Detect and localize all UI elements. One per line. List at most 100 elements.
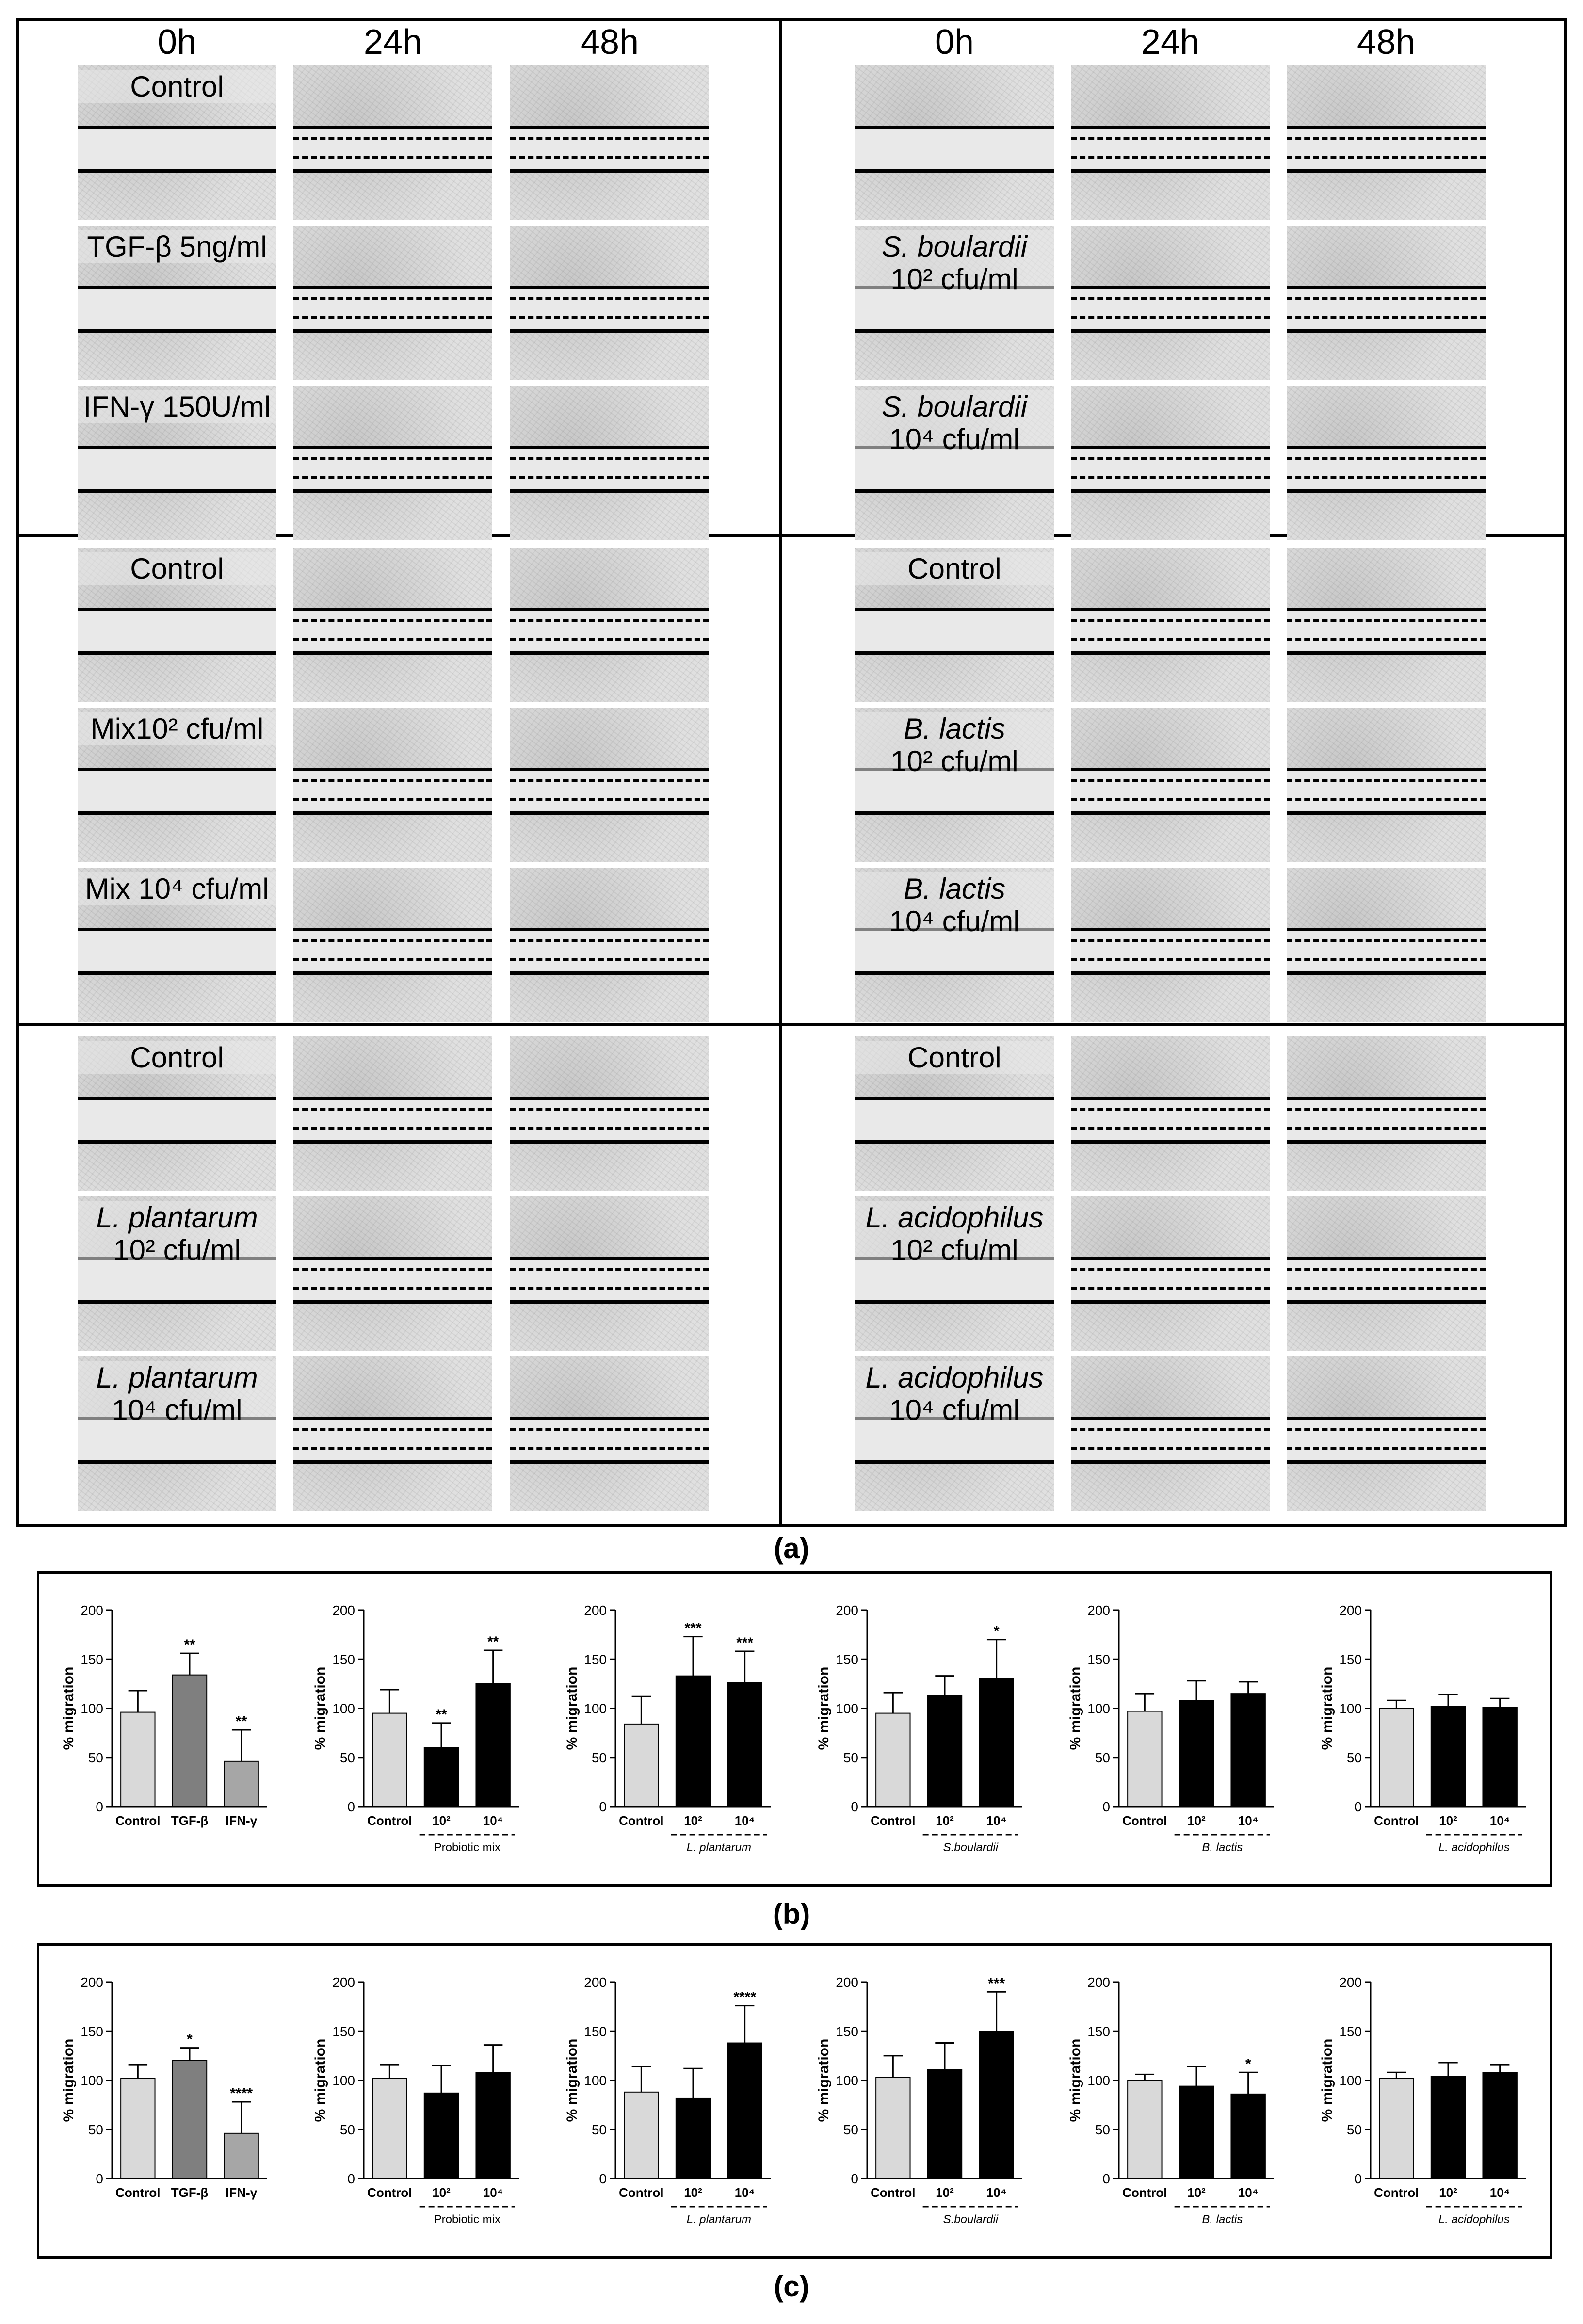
micrograph-cell	[1287, 226, 1486, 380]
y-tick-label: 50	[592, 1750, 607, 1765]
wound-edge-line	[510, 489, 709, 493]
wound-edge-line	[78, 768, 276, 771]
wound-edge-line	[293, 1417, 492, 1420]
time-header-48h: 48h	[1357, 23, 1416, 62]
wound-edge-line	[1287, 1097, 1486, 1100]
micrograph-cell	[293, 226, 492, 380]
migration-front-line	[1071, 156, 1270, 159]
wound-edge-line	[510, 1417, 709, 1420]
micrograph-cell	[510, 1196, 709, 1351]
bar	[1430, 1706, 1466, 1808]
migration-front-line	[1071, 619, 1270, 622]
wound-edge-line	[855, 169, 1054, 173]
y-axis-label: % migration	[1067, 1667, 1083, 1750]
significance-label: ***	[684, 1620, 701, 1636]
migration-front-line	[293, 958, 492, 961]
y-tick-label: 100	[584, 2073, 607, 2088]
scratch-gap	[1071, 448, 1270, 491]
category-label: Control	[1122, 2185, 1167, 2200]
y-tick-label: 50	[88, 2122, 103, 2137]
migration-front-line	[293, 1127, 492, 1130]
y-tick-label: 200	[1087, 1603, 1110, 1618]
migration-front-line	[510, 297, 709, 300]
wound-edge-line	[78, 608, 276, 611]
y-tick-label: 0	[599, 2171, 607, 2186]
wound-edge-line	[78, 489, 276, 493]
scratch-gap	[1287, 930, 1486, 973]
micrograph-cell	[293, 1036, 492, 1191]
category-label: TGF-β	[171, 2185, 209, 2200]
migration-front-line	[1287, 156, 1486, 159]
category-label: TGF-β	[171, 1813, 209, 1828]
migration-front-line	[1287, 1428, 1486, 1431]
scratch-gap	[855, 610, 1054, 653]
micrograph-cell	[1071, 226, 1270, 380]
wound-edge-line	[855, 971, 1054, 975]
y-tick-label: 150	[836, 1652, 858, 1667]
group-label: Probiotic mix	[434, 2213, 501, 2226]
migration-front-line	[510, 1127, 709, 1130]
scratch-gap	[1071, 1419, 1270, 1462]
panel-divider-row2	[19, 1023, 1564, 1026]
condition-label: IFN-γ 150U/ml	[78, 390, 276, 423]
migration-front-line	[510, 798, 709, 801]
y-tick-label: 200	[81, 1603, 103, 1618]
micrograph-cell	[1287, 1036, 1486, 1191]
migration-front-line	[293, 297, 492, 300]
scratch-gap	[1287, 1419, 1486, 1462]
micrograph-cell	[1287, 708, 1486, 862]
bar	[875, 2077, 911, 2179]
bar-chart-c-4: 0 50 100 150 200 % migration Control 10² *** 10⁴ S…	[816, 1975, 1022, 2226]
bar	[1230, 2093, 1266, 2179]
scratch-gap	[510, 128, 709, 171]
micrograph-cell	[510, 65, 709, 220]
bar	[120, 2078, 156, 2179]
wound-edge-line	[1071, 768, 1270, 771]
wound-edge-line	[1071, 1257, 1270, 1260]
scratch-gap	[1287, 1259, 1486, 1302]
micrograph-cell	[1287, 548, 1486, 702]
wound-edge-line	[510, 1300, 709, 1304]
migration-front-line	[510, 316, 709, 319]
wound-edge-line	[78, 126, 276, 129]
wound-edge-line	[78, 1097, 276, 1100]
migration-front-line	[293, 1447, 492, 1450]
category-label: 10²	[1439, 1813, 1457, 1828]
migration-front-line	[1071, 297, 1270, 300]
migration-front-line	[510, 619, 709, 622]
y-tick-label: 200	[81, 1975, 103, 1990]
category-label: 10²	[936, 1813, 954, 1828]
category-label: 10⁴	[986, 1813, 1007, 1828]
part-label-c: (c)	[774, 2270, 809, 2303]
migration-front-line	[510, 939, 709, 942]
y-axis-label: % migration	[61, 2039, 77, 2122]
y-axis-label: % migration	[564, 1667, 580, 1750]
category-label: Control	[871, 2185, 915, 2200]
wound-edge-line	[1071, 329, 1270, 333]
migration-front-line	[1287, 1108, 1486, 1111]
y-tick-label: 200	[584, 1975, 607, 1990]
panel-divider-vertical	[779, 21, 782, 1524]
condition-label: Control	[78, 70, 276, 103]
wound-edge-line	[855, 126, 1054, 129]
significance-label: **	[236, 1713, 247, 1729]
wound-edge-line	[1071, 651, 1270, 655]
wound-edge-line	[1071, 1097, 1270, 1100]
wound-edge-line	[510, 928, 709, 931]
migration-front-line	[1071, 137, 1270, 140]
scratch-gap	[293, 1098, 492, 1142]
micrograph-cell	[1287, 1356, 1486, 1511]
wound-edge-line	[78, 169, 276, 173]
wound-edge-line	[293, 286, 492, 289]
scratch-gap	[510, 1419, 709, 1462]
wound-edge-line	[510, 1097, 709, 1100]
bar	[1482, 2072, 1518, 2179]
bar	[475, 2072, 511, 2179]
migration-front-line	[1287, 1447, 1486, 1450]
category-label: Control	[1374, 1813, 1419, 1828]
wound-edge-line	[1287, 489, 1486, 493]
micrograph-cell: TGF-β 5ng/ml	[78, 226, 276, 380]
migration-front-line	[1287, 798, 1486, 801]
micrograph-cell: L. plantarum 10⁴ cfu/ml	[78, 1356, 276, 1511]
wound-edge-line	[510, 608, 709, 611]
